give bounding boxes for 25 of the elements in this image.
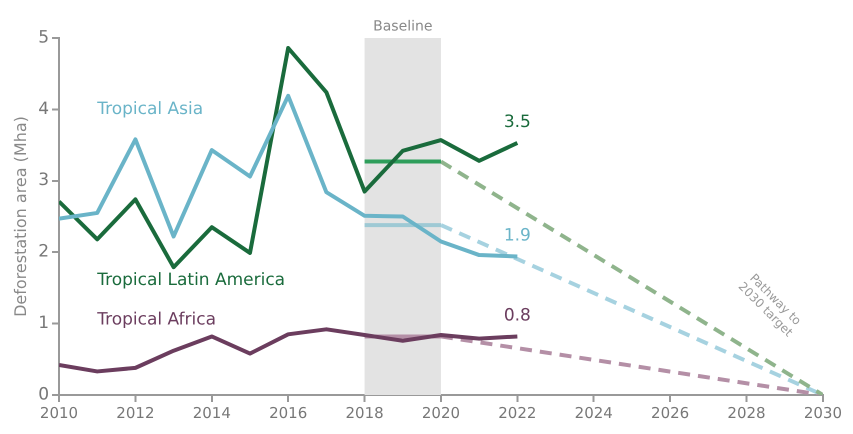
data-label: 0.8	[504, 305, 531, 326]
y-tick-label: 3	[38, 170, 50, 190]
y-tick-label: 1	[38, 313, 50, 334]
series-label: Tropical Africa	[96, 309, 216, 330]
x-tick-label: 2016	[269, 404, 308, 422]
data-label: 3.5	[504, 112, 531, 132]
y-tick-label: 5	[38, 27, 50, 48]
x-tick-label: 2022	[498, 404, 536, 422]
x-tick-label: 2024	[574, 404, 613, 422]
x-tick-label: 2018	[345, 404, 384, 422]
y-tick-label: 2	[38, 242, 50, 262]
x-tick-label: 2028	[727, 404, 766, 422]
x-tick-label: 2012	[116, 404, 154, 422]
series-label: Tropical Latin America	[96, 270, 286, 290]
series-label: Tropical Asia	[96, 98, 204, 119]
y-axis-title: Deforestation area (Mha)	[10, 116, 30, 317]
band-label: Baseline	[373, 18, 432, 35]
x-tick-label: 2014	[192, 404, 231, 422]
x-tick-label: 2026	[651, 404, 690, 422]
data-label: 1.9	[504, 225, 531, 246]
y-tick-label: 0	[38, 384, 50, 404]
x-tick-label: 2010	[40, 404, 78, 422]
x-tick-label: 2020	[422, 404, 460, 422]
y-tick-label: 4	[38, 98, 50, 119]
x-tick-label: 2030	[804, 404, 842, 422]
